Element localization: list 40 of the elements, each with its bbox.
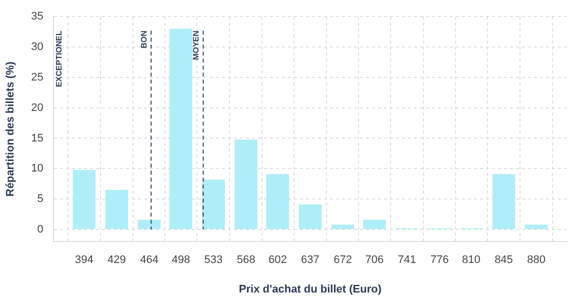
bar [138, 220, 161, 229]
x-tick-label: 880 [527, 254, 546, 266]
x-tick-label: 810 [462, 254, 480, 266]
ref-line-label: BON [139, 30, 148, 48]
x-tick-label: 706 [365, 254, 384, 266]
bar [492, 174, 516, 229]
x-tick-label: 429 [108, 254, 126, 266]
y-tick-label: 15 [31, 132, 44, 144]
bar [298, 204, 322, 229]
x-tick-label: 533 [204, 254, 223, 266]
bar [331, 224, 354, 229]
y-tick-label: 10 [31, 162, 44, 175]
y-tick-label: 20 [31, 102, 44, 114]
bar [72, 170, 96, 229]
bar [105, 190, 128, 229]
x-axis-title: Prix d'achat du billet (Euro) [238, 283, 382, 296]
x-tick-label: 602 [268, 254, 287, 266]
x-tick-label: 498 [172, 254, 190, 266]
annotation: EXCEPTIONEL [54, 30, 64, 88]
bar [170, 28, 192, 229]
x-tick-label: 741 [398, 254, 416, 266]
bar [202, 180, 225, 229]
x-tick-label: 637 [301, 254, 320, 266]
x-tick-label: 672 [334, 254, 352, 266]
ref-line-label: MOYEN [191, 30, 200, 60]
x-tick-label: 776 [430, 254, 449, 266]
bar [266, 174, 290, 229]
x-tick-label: 394 [74, 254, 94, 266]
y-tick-label: 30 [31, 41, 44, 54]
bar [363, 220, 386, 229]
bar [524, 224, 548, 229]
y-tick-label: 35 [31, 10, 44, 23]
y-tick-label: 5 [37, 193, 44, 206]
x-tick-label: 464 [140, 254, 158, 266]
x-tick-label: 845 [494, 254, 513, 266]
x-tick-label: 568 [236, 254, 256, 266]
y-tick-label: 25 [31, 71, 44, 84]
y-axis-title: Répartition des billets (%) [4, 61, 17, 197]
bar [234, 139, 258, 229]
y-tick-label: 0 [37, 223, 44, 236]
